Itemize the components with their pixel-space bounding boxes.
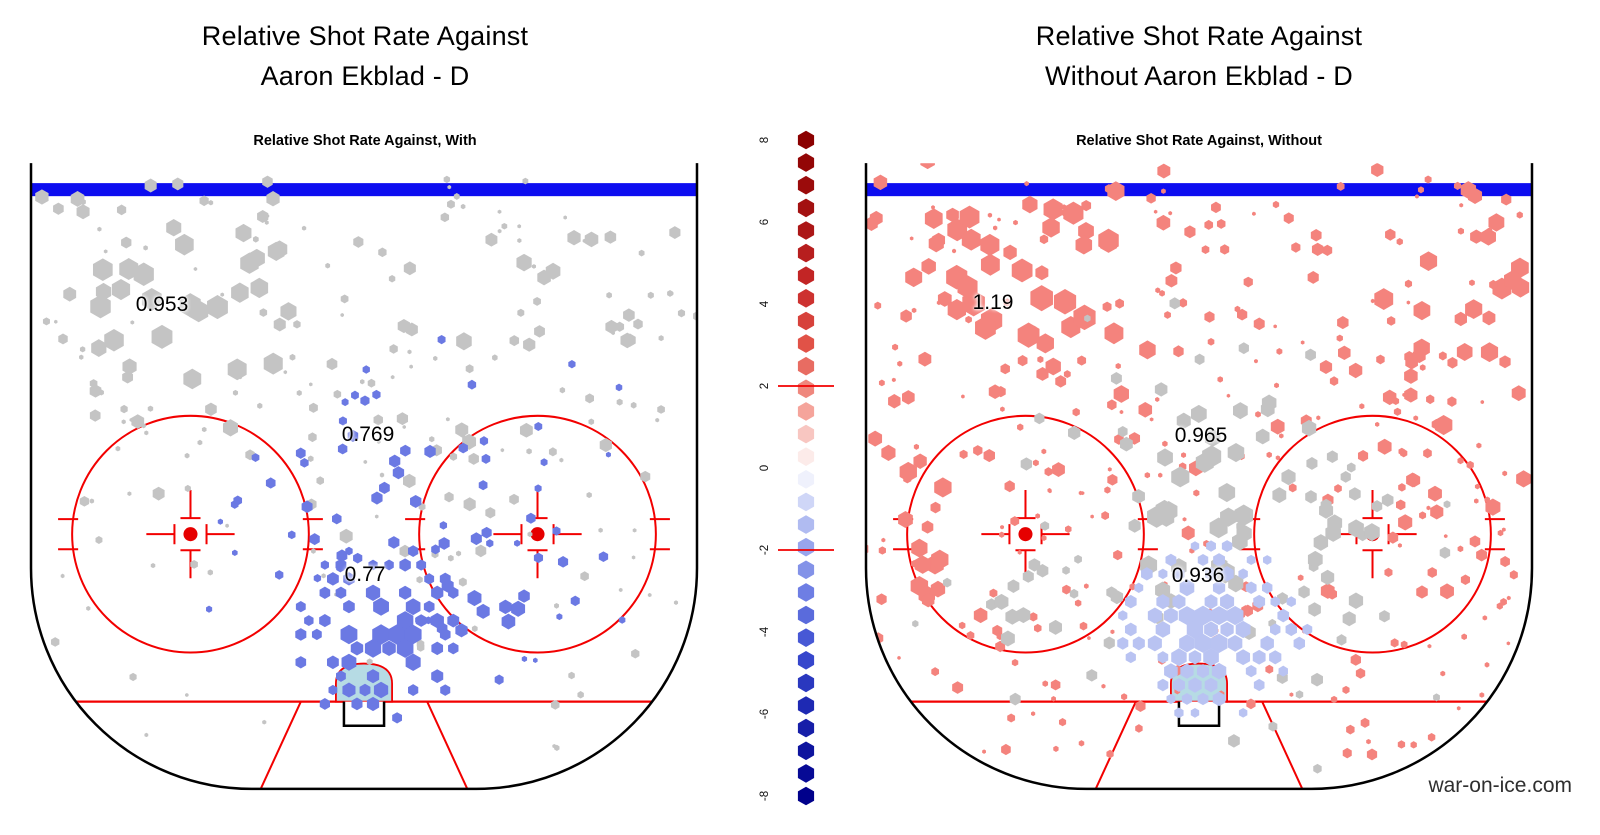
blue-line (866, 183, 1532, 197)
blue-line (31, 183, 697, 197)
legend-tick-label: 4 (759, 300, 771, 307)
right-zone-value-high: 1.19 (972, 291, 1014, 314)
legend-hex-swatch (797, 402, 815, 421)
legend-hex-swatch (797, 198, 815, 218)
right-zone-value-lowslot: 0.936 (1171, 564, 1225, 587)
trapezoid-left (259, 701, 302, 789)
legend-hex-swatch (797, 243, 815, 263)
legend-hex-swatch (797, 718, 815, 738)
legend-hex-swatch (797, 470, 815, 489)
legend-hex-swatch (797, 560, 815, 580)
right-chart-subtitle: Relative Shot Rate Against, Without (1076, 133, 1322, 149)
colorbar-legend: 8 6 4 2 0 -2 -4 -6 -8 (748, 128, 848, 820)
legend-hex-swatch (797, 334, 815, 353)
left-rink-panel: 0.953 0.769 0.77 (28, 163, 700, 793)
legend-hex-swatch (797, 764, 815, 783)
legend-hex-swatch (797, 651, 815, 670)
hexbin-layer (866, 163, 1531, 774)
legend-hex-swatch (797, 583, 815, 602)
legend-hex-swatch (797, 289, 815, 308)
legend-hex-swatch (797, 696, 815, 715)
legend-hex-swatch (797, 356, 815, 376)
legend-hex-swatch (797, 673, 815, 693)
right-chart-title: Relative Shot Rate Against Without Aaron… (863, 16, 1535, 96)
right-zone-value-midslot: 0.965 (1174, 424, 1228, 447)
left-zone-value-lowslot: 0.77 (344, 563, 386, 586)
trapezoid-right (1261, 701, 1304, 789)
trapezoid-left (1094, 701, 1137, 789)
legend-tick-label: 8 (759, 137, 771, 143)
legend-hex-swatch (797, 786, 815, 806)
legend-tick-label: -6 (759, 709, 771, 719)
legend-tick-label: -2 (759, 545, 771, 555)
colorbar-legend-svg: 8 6 4 2 0 -2 -4 -6 -8 (759, 130, 834, 806)
left-rink-svg (29, 163, 699, 791)
legend-content: 8 6 4 2 0 -2 -4 -6 -8 (759, 130, 834, 806)
right-rink-panel: 1.19 0.965 0.936 (863, 163, 1535, 793)
legend-hex-swatch (797, 424, 815, 444)
right-rink-svg (864, 163, 1534, 791)
faceoff-circle-left (906, 414, 1145, 654)
legend-hex-swatch (797, 628, 815, 647)
legend-hex-swatch (797, 311, 815, 331)
legend-hex-swatch (797, 515, 815, 534)
right-title-line1: Relative Shot Rate Against (1035, 21, 1363, 51)
faceoff-circle-right (1253, 414, 1492, 654)
legend-hex-swatch (797, 175, 815, 195)
right-title-line2: Without Aaron Ekblad - D (1045, 61, 1353, 91)
legend-tick-label: -8 (759, 791, 771, 801)
left-title-line2: Aaron Ekblad - D (260, 61, 470, 91)
hexbin-layer (35, 175, 697, 752)
trapezoid-right (426, 701, 469, 789)
left-title-line1: Relative Shot Rate Against (201, 21, 529, 51)
legend-tick-label: 0 (759, 465, 771, 471)
left-chart-subtitle: Relative Shot Rate Against, With (253, 133, 477, 149)
legend-hex-swatch (797, 537, 815, 557)
legend-hex-swatch (797, 447, 815, 466)
legend-hex-swatch (797, 266, 815, 285)
rink-boards (29, 163, 699, 791)
left-chart-title: Relative Shot Rate Against Aaron Ekblad … (30, 16, 700, 96)
faceoff-circle-right (418, 414, 657, 654)
legend-hex-swatch (797, 492, 815, 512)
faceoff-circle-left (71, 414, 310, 654)
legend-hex-swatch (797, 221, 815, 240)
left-zone-value-high: 0.953 (135, 293, 189, 316)
legend-tick-label: -4 (759, 626, 771, 637)
legend-hex-swatch (797, 130, 815, 150)
watermark: war-on-ice.com (1428, 774, 1572, 797)
legend-hex-swatch (797, 605, 815, 625)
legend-hex-swatch (797, 379, 815, 399)
rink-boards (864, 163, 1534, 791)
legend-tick-label: 6 (759, 219, 771, 225)
left-zone-value-midslot: 0.769 (341, 423, 395, 446)
legend-hex-swatch (797, 741, 815, 761)
legend-tick-label: 2 (759, 383, 771, 389)
legend-hex-swatch (797, 153, 815, 172)
